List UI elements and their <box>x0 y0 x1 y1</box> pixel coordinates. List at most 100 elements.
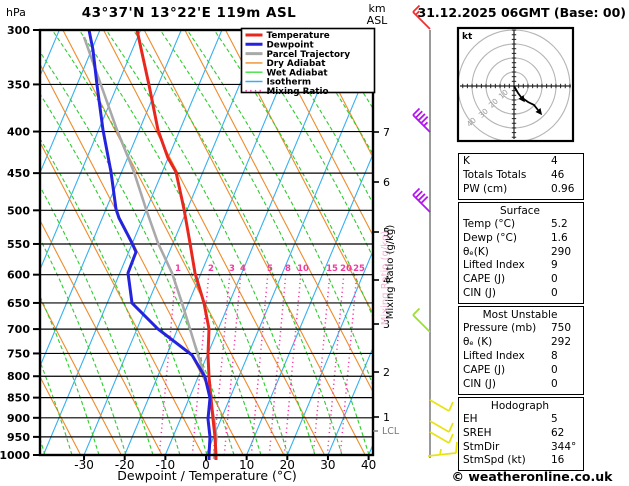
sounding-curves <box>82 30 218 460</box>
table-row-label: Totals Totals <box>463 168 527 181</box>
svg-text:4: 4 <box>383 274 390 287</box>
table-row: StmSpd (kt) 16 <box>463 454 583 468</box>
svg-text:5: 5 <box>267 264 273 274</box>
svg-text:20: 20 <box>280 458 295 472</box>
mixing-ratio-axis-label: Mixing Ratio (g/kg) <box>385 225 396 320</box>
table-row-label: Pressure (mb) <box>463 322 537 335</box>
table-row-value: 0 <box>551 273 558 286</box>
svg-text:2: 2 <box>208 264 214 274</box>
svg-text:40: 40 <box>361 458 376 472</box>
datetime-label: 31.12.2025 06GMT (Base: 00) <box>417 5 626 20</box>
table-row-label: Temp (°C) <box>463 217 516 230</box>
svg-text:750: 750 <box>7 347 30 360</box>
table-section: K 4 Totals Totals 46 PW (cm) 0.96 <box>458 153 584 200</box>
table-section-title: Surface <box>499 204 540 217</box>
wind-barb <box>429 399 454 412</box>
table-row-label: K <box>463 155 470 167</box>
table-row-value: 5 <box>551 412 558 425</box>
svg-text:-30: -30 <box>74 458 94 472</box>
svg-text:Wet Adiabat: Wet Adiabat <box>267 68 328 78</box>
svg-text:Mixing Ratio: Mixing Ratio <box>267 87 329 97</box>
wind-barb <box>412 4 431 30</box>
table-row-value: 46 <box>551 168 565 181</box>
svg-text:5: 5 <box>383 226 390 239</box>
svg-text:3: 3 <box>383 318 390 331</box>
wind-barb <box>429 420 454 433</box>
svg-text:6: 6 <box>383 176 390 189</box>
lcl-label: LCL <box>382 426 400 437</box>
table-section: Most Unstable Pressure (mb) 750 θₑ (K) 292 Li… <box>458 306 584 395</box>
wind-barb <box>412 307 431 333</box>
wind-barb <box>427 441 458 457</box>
table-row-value: 292 <box>551 336 572 349</box>
svg-text:-10: -10 <box>156 458 176 472</box>
altitude-unit-label: km ASL <box>360 3 394 27</box>
svg-text:4: 4 <box>240 264 246 274</box>
svg-text:Temperature: Temperature <box>267 31 330 41</box>
svg-text:Dewpoint: Dewpoint <box>267 41 314 51</box>
wind-barb <box>429 431 454 444</box>
parcel-trajectory-curve <box>82 36 218 460</box>
pressure-unit-label: hPa <box>6 6 26 19</box>
table-section: Hodograph EH 5 SREH 62 StmDir 344° StmSpd (kt) 1… <box>458 396 584 472</box>
svg-text:7: 7 <box>383 126 390 139</box>
hodograph-unit-label: kt <box>462 32 473 42</box>
table-row-value: 0 <box>551 377 558 390</box>
table-row-value: 750 <box>551 322 572 335</box>
svg-text:1: 1 <box>383 411 390 424</box>
x-axis-label: Dewpoint / Temperature (°C) <box>117 468 296 483</box>
table-row-value: 9 <box>551 259 558 272</box>
svg-text:10: 10 <box>239 458 254 472</box>
svg-text:0: 0 <box>202 458 210 472</box>
table-row-label: θₑ (K) <box>463 336 493 349</box>
svg-text:2: 2 <box>383 366 390 379</box>
svg-text:300: 300 <box>7 24 30 37</box>
temperature-curve <box>135 30 218 460</box>
table-row: SREH 62 <box>463 427 583 441</box>
table-row-label: CAPE (J) <box>463 363 506 376</box>
svg-text:700: 700 <box>7 323 30 336</box>
table-row-label: PW (cm) <box>463 182 508 195</box>
wind-barb <box>412 107 431 133</box>
svg-text:400: 400 <box>7 126 30 139</box>
table-row: Temp (°C) 5.2 <box>463 218 583 232</box>
table-row-label: Lifted Index <box>463 349 525 362</box>
table-row-value: 16 <box>551 454 565 467</box>
table-row-label: θₑ(K) <box>463 245 489 258</box>
dewpoint-curve <box>87 30 212 460</box>
svg-text:950: 950 <box>7 431 30 444</box>
table-row: Lifted Index 9 <box>463 259 583 273</box>
table-row-value: 1.6 <box>551 231 568 244</box>
table-row-label: CIN (J) <box>463 377 496 390</box>
svg-text:20: 20 <box>340 264 352 274</box>
svg-text:1000: 1000 <box>0 449 30 462</box>
svg-text:450: 450 <box>7 167 30 180</box>
svg-text:1: 1 <box>175 264 181 274</box>
table-row-value: 4 <box>551 155 558 167</box>
table-row: Pressure (mb) 750 <box>463 322 583 336</box>
table-row: CIN (J) 0 <box>463 378 583 392</box>
svg-text:Parcel Trajectory: Parcel Trajectory <box>267 50 351 60</box>
table-row-value: 0.96 <box>551 182 575 195</box>
svg-text:600: 600 <box>7 269 30 282</box>
table-section-title: Most Unstable <box>482 309 558 322</box>
table-row: θₑ (K) 292 <box>463 336 583 350</box>
table-row-label: CAPE (J) <box>463 273 506 286</box>
svg-text:10: 10 <box>297 264 309 274</box>
table-section-title: Hodograph <box>490 399 550 412</box>
svg-text:800: 800 <box>7 370 30 383</box>
table-row: StmDir 344° <box>463 441 583 455</box>
table-row-value: 290 <box>551 245 572 258</box>
table-row-label: CIN (J) <box>463 287 496 300</box>
svg-text:15: 15 <box>326 264 338 274</box>
table-row-value: 8 <box>551 349 558 362</box>
table-row-label: StmSpd (kt) <box>463 454 526 467</box>
svg-text:550: 550 <box>7 238 30 251</box>
table-row: CAPE (J) 0 <box>463 273 583 287</box>
table-row-value: 62 <box>551 426 565 439</box>
table-row-label: EH <box>463 412 478 425</box>
